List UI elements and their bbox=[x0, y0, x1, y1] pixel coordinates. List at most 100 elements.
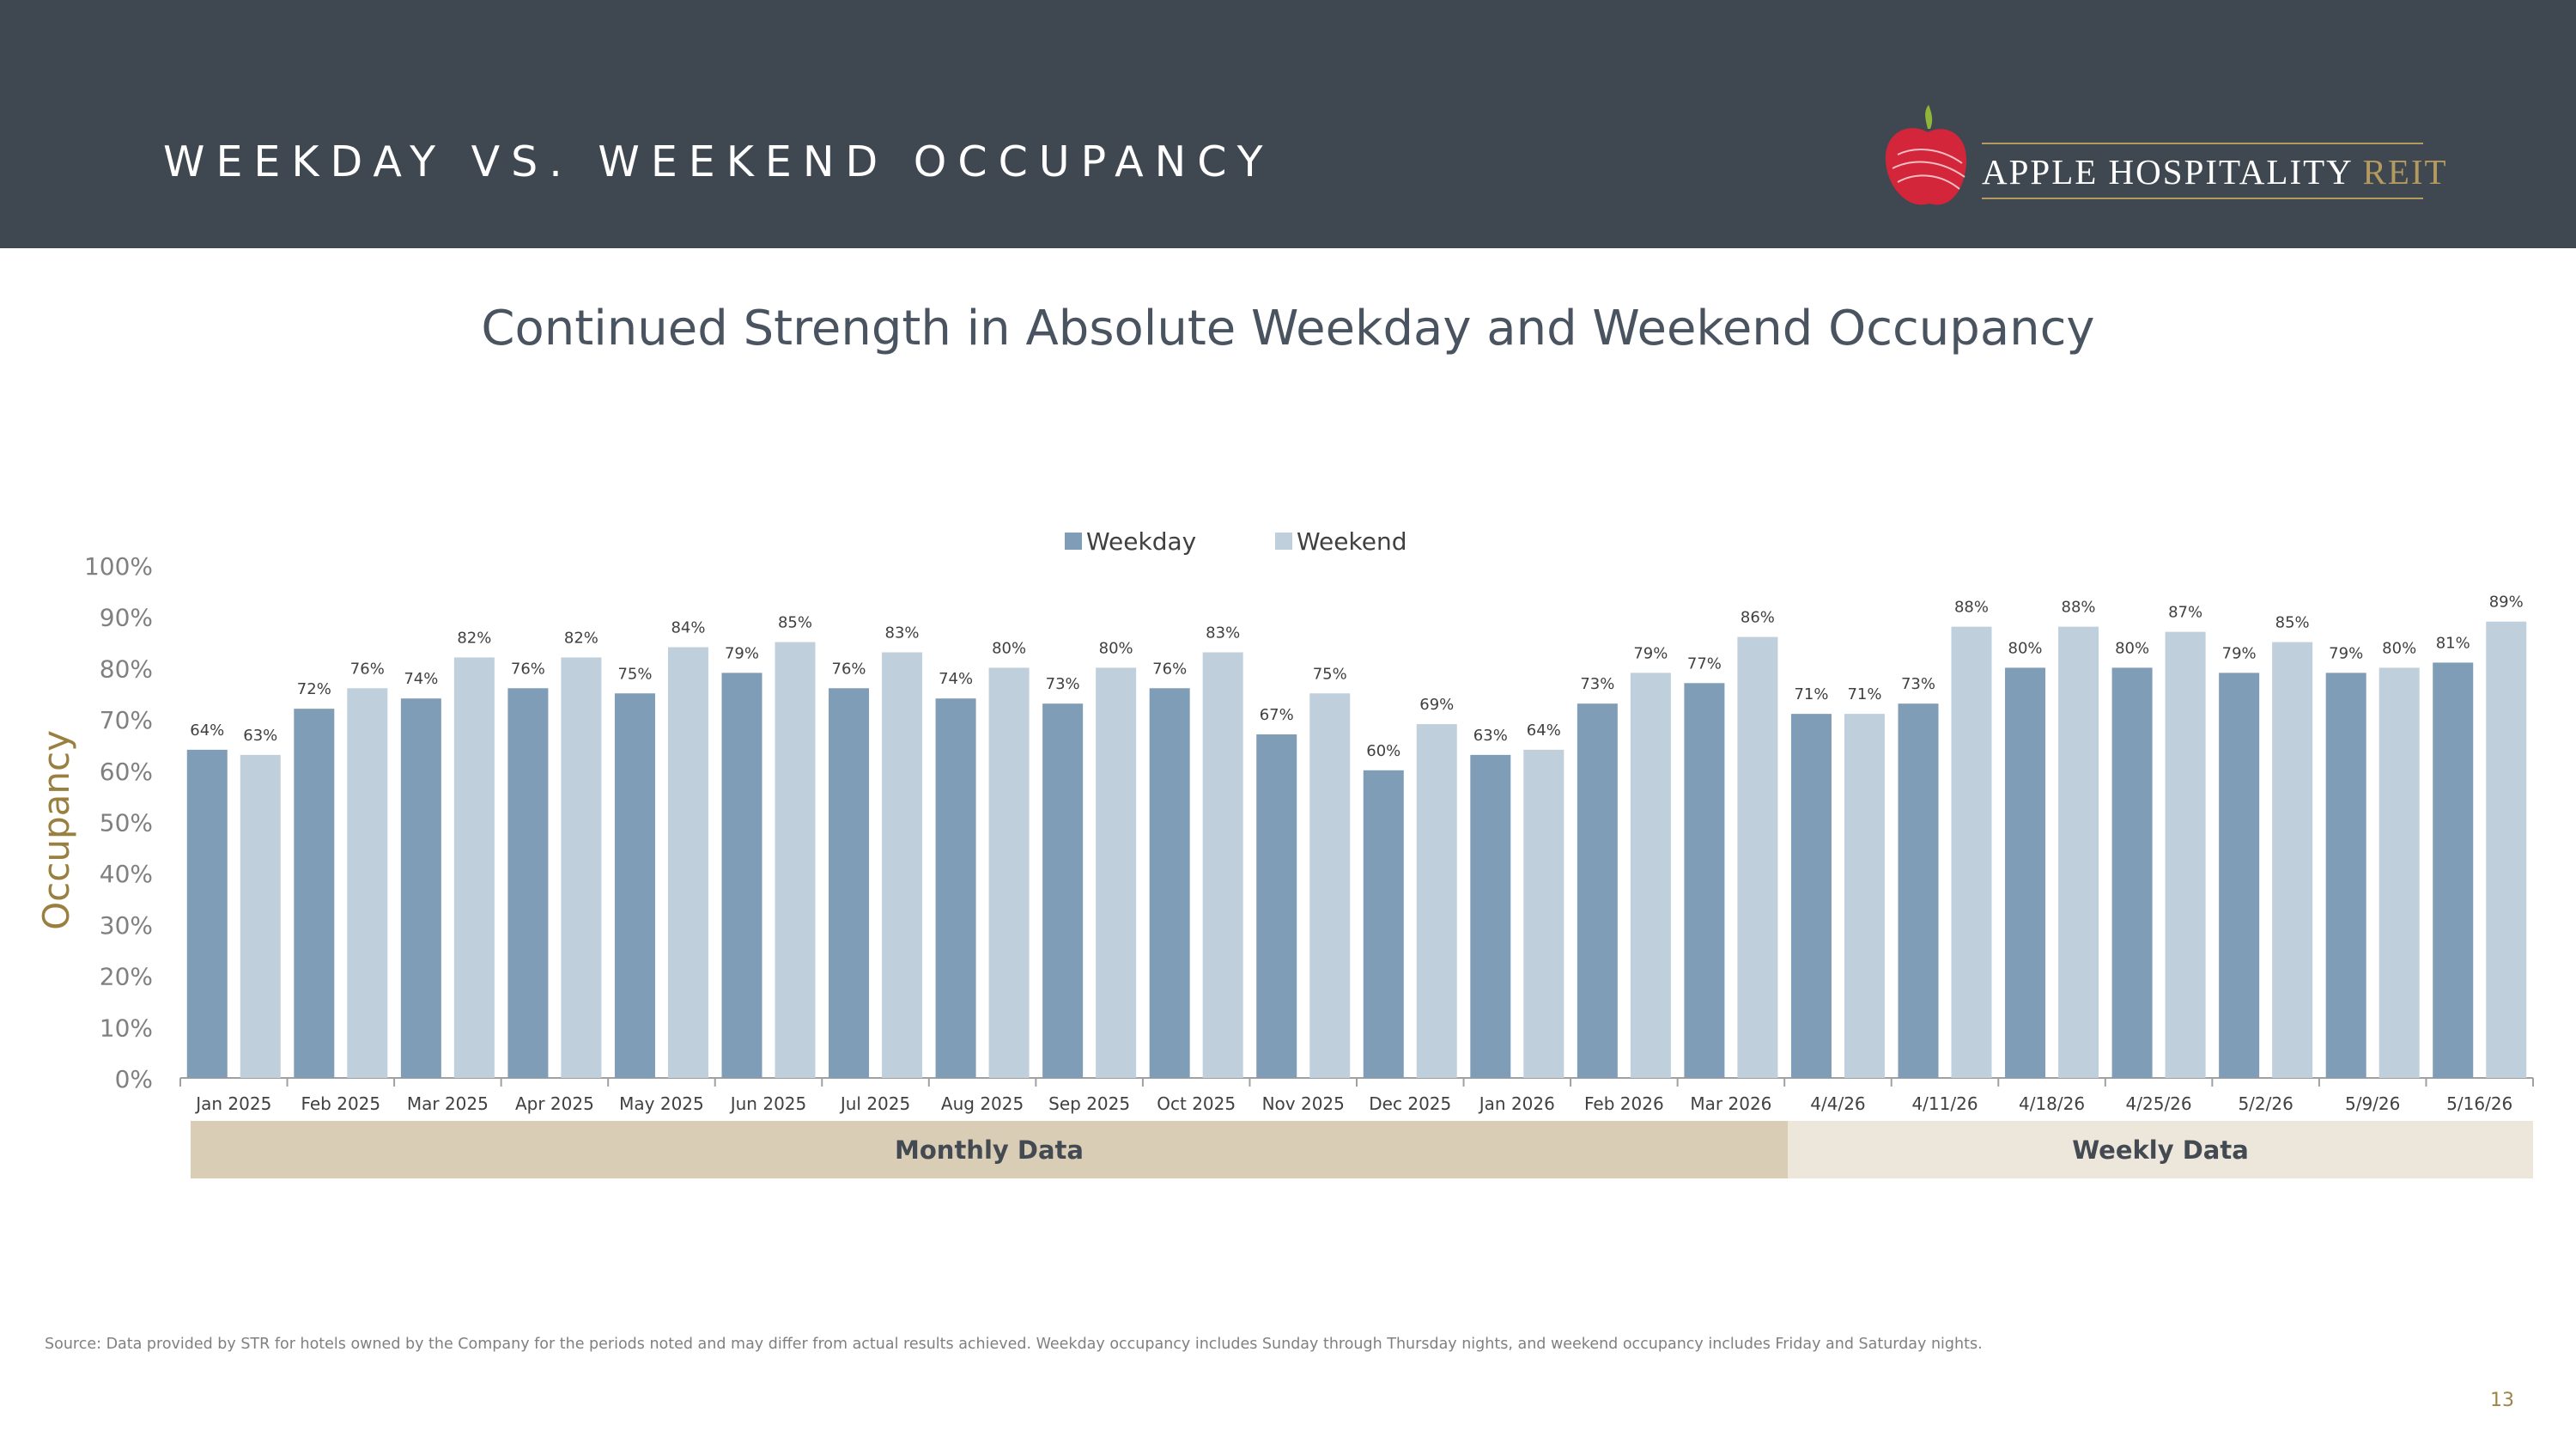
data-label: 63% bbox=[243, 727, 277, 745]
data-label: 85% bbox=[2275, 614, 2310, 632]
y-tick-label: 100% bbox=[84, 552, 153, 581]
bar-weekend bbox=[1737, 636, 1778, 1078]
bar-weekday bbox=[1577, 703, 1618, 1078]
bar-weekday bbox=[2219, 673, 2260, 1078]
page-number: 13 bbox=[2490, 1390, 2514, 1411]
bar-weekend bbox=[667, 647, 708, 1078]
y-tick-label: 30% bbox=[100, 911, 153, 940]
data-label: 74% bbox=[404, 670, 438, 688]
logo-bottom-rule bbox=[1982, 198, 2423, 199]
data-label: 75% bbox=[1313, 665, 1347, 683]
bar-weekday bbox=[1898, 703, 1939, 1078]
data-label: 82% bbox=[564, 629, 598, 647]
bar-weekday bbox=[186, 749, 228, 1078]
data-label: 87% bbox=[2168, 604, 2202, 622]
data-label: 79% bbox=[725, 644, 759, 662]
weekly-data-band: Weekly Data bbox=[1788, 1121, 2533, 1178]
bar-weekday bbox=[2433, 662, 2474, 1078]
x-tick-label: Jun 2025 bbox=[729, 1093, 807, 1114]
y-tick-label: 0% bbox=[115, 1065, 153, 1093]
data-label: 64% bbox=[1527, 721, 1561, 740]
bar-weekend bbox=[2165, 631, 2206, 1078]
data-label: 88% bbox=[2062, 599, 2096, 617]
x-tick-label: 4/18/26 bbox=[2019, 1093, 2085, 1114]
occupancy-bar-chart: 0% 10% 20% 30% 40% 50% 60% 70% 80% 90% 100% Occupan… bbox=[35, 527, 2534, 1114]
data-label: 79% bbox=[2222, 644, 2257, 662]
x-tick-label: Feb 2026 bbox=[1584, 1093, 1664, 1114]
data-label: 75% bbox=[617, 665, 652, 683]
data-label: 76% bbox=[350, 660, 385, 678]
x-tick-label: Nov 2025 bbox=[1262, 1093, 1345, 1114]
bar-weekend bbox=[1309, 693, 1351, 1078]
bar-weekday bbox=[614, 693, 655, 1078]
bar-weekday bbox=[1363, 770, 1404, 1078]
apple-logo-icon bbox=[1886, 105, 1966, 205]
bar-weekend bbox=[1202, 652, 1243, 1078]
bar-weekday bbox=[721, 673, 762, 1078]
bar-weekend bbox=[347, 688, 388, 1078]
y-tick-label: 90% bbox=[100, 604, 153, 632]
data-label: 76% bbox=[511, 660, 545, 678]
bar-weekday bbox=[294, 709, 335, 1078]
bar-weekend bbox=[1630, 673, 1671, 1078]
x-tick-label: Jan 2025 bbox=[194, 1093, 271, 1114]
data-label: 73% bbox=[1046, 675, 1080, 693]
x-tick-label: 4/4/26 bbox=[1810, 1093, 1865, 1114]
bar-weekend bbox=[561, 657, 602, 1078]
data-label: 80% bbox=[1099, 639, 1133, 657]
data-label: 80% bbox=[2382, 639, 2416, 657]
bar-weekday bbox=[1042, 703, 1084, 1078]
bar-weekend bbox=[453, 657, 495, 1078]
data-label: 77% bbox=[1687, 654, 1722, 673]
bar-weekend bbox=[1523, 749, 1564, 1078]
bar-weekday bbox=[1684, 683, 1725, 1078]
source-footnote: Source: Data provided by STR for hotels … bbox=[45, 1336, 1983, 1353]
data-label: 80% bbox=[2115, 639, 2149, 657]
bar-weekend bbox=[2486, 621, 2527, 1078]
x-tick-label: 5/9/26 bbox=[2345, 1093, 2400, 1114]
x-tick-label: 5/2/26 bbox=[2238, 1093, 2293, 1114]
data-label: 80% bbox=[992, 639, 1026, 657]
data-label: 79% bbox=[2329, 644, 2363, 662]
data-label: 81% bbox=[2436, 634, 2470, 652]
data-label: 83% bbox=[1206, 624, 1240, 642]
y-tick-label: 60% bbox=[100, 758, 153, 786]
data-label: 82% bbox=[457, 629, 491, 647]
y-tick-label: 20% bbox=[100, 963, 153, 991]
y-tick-label: 40% bbox=[100, 860, 153, 888]
data-label: 69% bbox=[1419, 696, 1454, 714]
bar-weekday bbox=[1149, 688, 1190, 1078]
bar-weekend bbox=[1844, 714, 1885, 1078]
data-label: 89% bbox=[2489, 594, 2524, 612]
data-label: 74% bbox=[939, 670, 973, 688]
x-tick-label: Apr 2025 bbox=[515, 1093, 594, 1114]
x-tick-label: 4/11/26 bbox=[1911, 1093, 1978, 1114]
x-tick-label: 4/25/26 bbox=[2126, 1093, 2192, 1114]
data-label: 86% bbox=[1741, 609, 1775, 627]
y-tick-label: 70% bbox=[100, 706, 153, 734]
y-tick-label: 50% bbox=[100, 809, 153, 837]
y-axis-label: Occupancy bbox=[35, 730, 77, 930]
bar-weekday bbox=[829, 688, 870, 1078]
bar-weekday bbox=[400, 698, 441, 1078]
bar-weekday bbox=[2005, 667, 2046, 1078]
data-label: 76% bbox=[832, 660, 866, 678]
x-tick-label: Jan 2026 bbox=[1478, 1093, 1555, 1114]
legend-swatch bbox=[1065, 533, 1082, 550]
chart-title: Continued Strength in Absolute Weekday a… bbox=[481, 301, 2095, 356]
y-tick-label: 80% bbox=[100, 654, 153, 683]
data-label: 76% bbox=[1152, 660, 1187, 678]
data-label: 60% bbox=[1366, 742, 1400, 760]
data-label: 73% bbox=[1580, 675, 1614, 693]
bar-weekday bbox=[2111, 667, 2153, 1078]
logo-top-rule bbox=[1982, 143, 2423, 144]
bar-weekday bbox=[2325, 673, 2366, 1078]
legend-label: Weekend bbox=[1297, 527, 1406, 556]
bar-weekend bbox=[2058, 626, 2099, 1078]
y-tick-label: 10% bbox=[100, 1014, 153, 1042]
bar-weekday bbox=[507, 688, 549, 1078]
bar-weekend bbox=[882, 652, 923, 1078]
bar-weekday bbox=[1790, 714, 1832, 1078]
data-label: 84% bbox=[671, 619, 705, 637]
bar-weekend bbox=[2379, 667, 2420, 1078]
